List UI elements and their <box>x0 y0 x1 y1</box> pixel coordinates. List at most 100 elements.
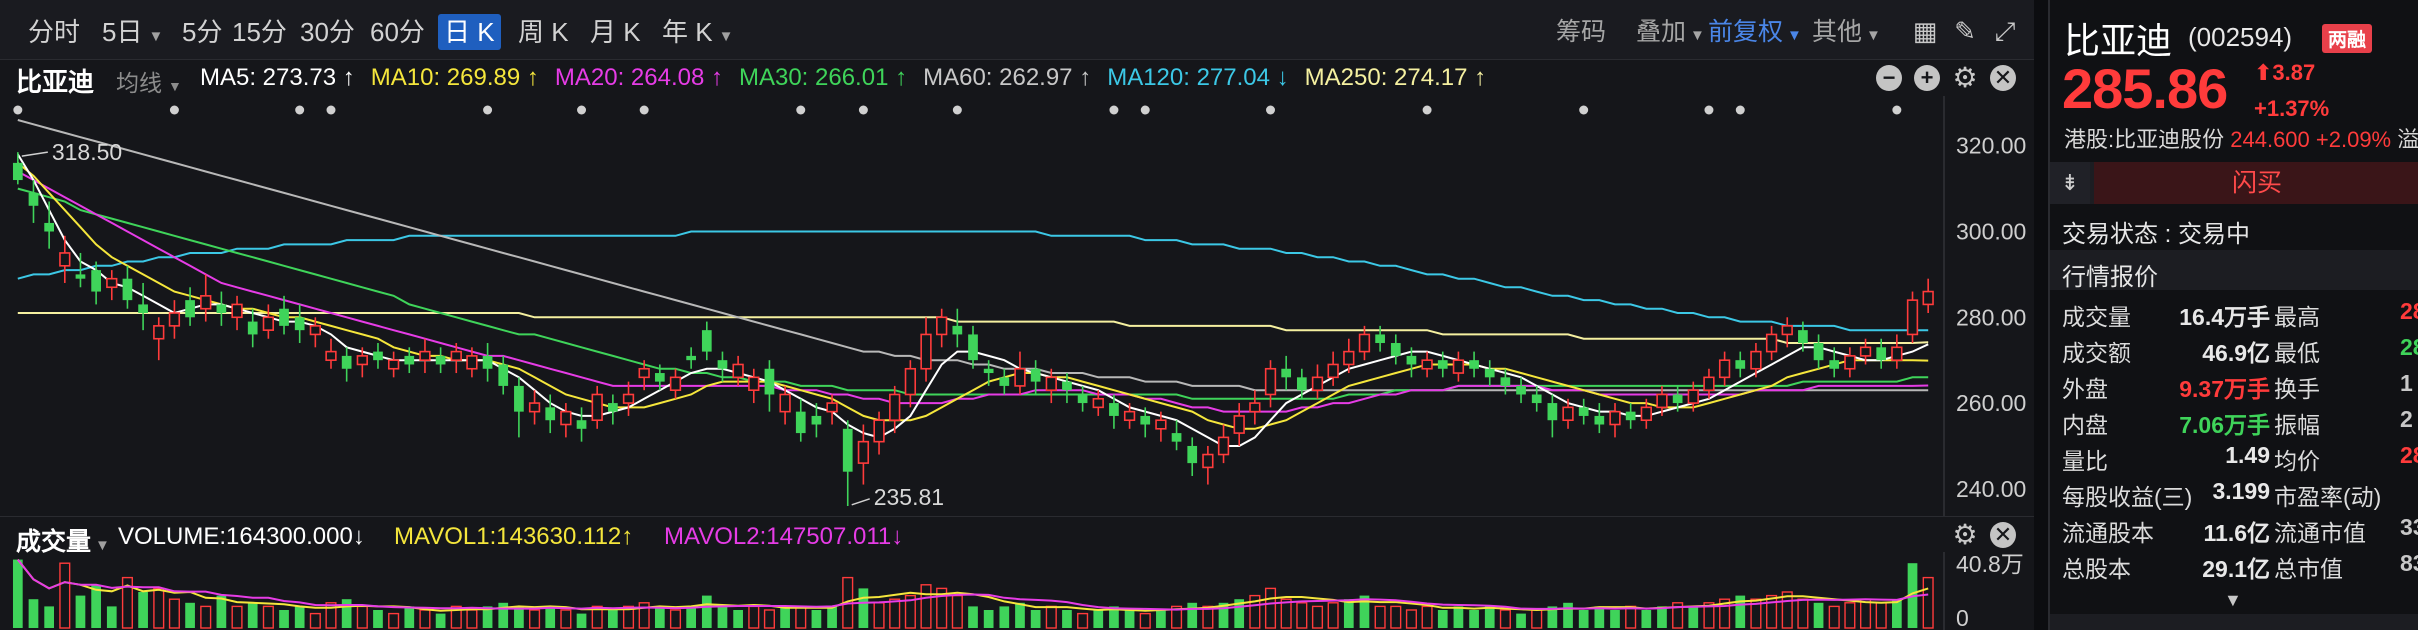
volume-bar[interactable] <box>748 605 760 629</box>
candle[interactable] <box>654 364 665 391</box>
event-marker[interactable] <box>1109 105 1119 115</box>
volume-bar[interactable] <box>1563 602 1573 628</box>
volume-bar[interactable] <box>168 598 180 629</box>
volume-bar[interactable] <box>466 609 478 629</box>
volume-bar[interactable] <box>1499 609 1511 629</box>
event-marker[interactable] <box>577 105 587 115</box>
volume-bar[interactable] <box>1234 599 1245 628</box>
volume-bar[interactable] <box>1610 610 1620 628</box>
candle[interactable] <box>1531 385 1542 412</box>
candle[interactable] <box>419 338 431 374</box>
candle[interactable] <box>528 390 541 425</box>
candle[interactable] <box>873 411 885 455</box>
candle[interactable] <box>325 338 337 369</box>
candle[interactable] <box>231 295 243 331</box>
volume-bar[interactable] <box>1374 605 1386 629</box>
volume-bar[interactable] <box>514 606 524 628</box>
candle[interactable] <box>1327 351 1339 386</box>
volume-bar[interactable] <box>1516 613 1526 628</box>
hk-share-link[interactable]: 港股:比亚迪股份 244.600 +2.09% 溢价 <box>2064 122 2418 154</box>
event-marker[interactable] <box>1266 105 1276 115</box>
volume-bar[interactable] <box>138 592 148 628</box>
candle[interactable] <box>91 261 101 305</box>
volume-bar[interactable] <box>1844 602 1856 629</box>
candle[interactable] <box>1798 321 1808 352</box>
candle[interactable] <box>1906 291 1919 344</box>
volume-bar[interactable] <box>185 602 195 628</box>
candle[interactable] <box>75 252 86 288</box>
volume-bar[interactable] <box>1453 606 1464 628</box>
volume-bar[interactable] <box>1703 602 1715 629</box>
event-marker[interactable] <box>13 105 23 115</box>
candle[interactable] <box>1718 351 1731 386</box>
volume-bar[interactable] <box>858 588 869 628</box>
volume-bar[interactable] <box>951 594 963 629</box>
chevron-down-icon[interactable]: ▼ <box>2224 590 2242 610</box>
candle[interactable] <box>983 360 994 386</box>
candle[interactable] <box>1155 411 1167 442</box>
plus-icon[interactable]: + <box>1914 65 1940 91</box>
volume-bar[interactable] <box>576 613 587 628</box>
volume-bar[interactable] <box>1859 598 1872 629</box>
volume-bar[interactable] <box>1484 606 1495 628</box>
candle[interactable] <box>482 343 493 382</box>
volume-bar[interactable] <box>1781 591 1793 629</box>
candle[interactable] <box>1202 445 1214 485</box>
candle[interactable] <box>247 308 258 348</box>
candle[interactable] <box>669 368 682 399</box>
volume-bar[interactable] <box>983 610 994 628</box>
other-dropdown[interactable]: 其他 ▼ <box>1812 14 1881 50</box>
volume-bar[interactable] <box>1249 594 1261 629</box>
volume-bar[interactable] <box>701 595 712 628</box>
close-icon[interactable]: ✕ <box>1990 65 2016 91</box>
candle[interactable] <box>999 368 1010 395</box>
event-marker[interactable] <box>1704 105 1714 115</box>
volume-bar[interactable] <box>75 595 86 628</box>
candle[interactable] <box>1829 347 1840 378</box>
volume-bar[interactable] <box>12 559 23 628</box>
volume-bar[interactable] <box>1547 606 1558 628</box>
candle[interactable] <box>545 394 556 434</box>
adjust-mode-dropdown[interactable]: 前复权 ▼ <box>1708 14 1802 50</box>
candle[interactable] <box>811 403 822 438</box>
volume-bar[interactable] <box>1311 605 1324 629</box>
candle[interactable] <box>764 360 775 412</box>
volume-bar[interactable] <box>153 587 165 629</box>
candle[interactable] <box>138 282 148 331</box>
candle[interactable] <box>826 394 838 425</box>
fullscreen-icon[interactable]: ⤢ <box>1994 16 2016 46</box>
volume-indicator-dropdown[interactable]: 成交量 ▼ <box>16 522 110 558</box>
candle[interactable] <box>1625 403 1636 429</box>
volume-bar[interactable] <box>1218 602 1229 628</box>
volume-bar[interactable] <box>717 606 728 628</box>
candle[interactable] <box>1687 381 1699 412</box>
candle[interactable] <box>607 394 618 425</box>
event-marker[interactable] <box>1735 105 1745 115</box>
candle[interactable] <box>1735 351 1746 378</box>
candle[interactable] <box>622 381 635 416</box>
candle[interactable] <box>450 343 462 374</box>
volume-bar[interactable] <box>904 594 916 629</box>
event-marker[interactable] <box>169 105 179 115</box>
candle[interactable] <box>1375 325 1385 352</box>
candle[interactable] <box>1437 351 1448 378</box>
candle[interactable] <box>1452 351 1465 382</box>
volume-bar[interactable] <box>44 606 55 628</box>
volume-bar[interactable] <box>1390 605 1402 629</box>
volume-bar[interactable] <box>294 606 305 628</box>
candle[interactable] <box>748 368 760 404</box>
volume-bar[interactable] <box>1139 612 1151 629</box>
volume-bar[interactable] <box>999 606 1010 628</box>
candle[interactable] <box>1922 278 1934 313</box>
candle[interactable] <box>1140 407 1151 438</box>
volume-bar[interactable] <box>1343 599 1354 628</box>
volume-bar[interactable] <box>1719 598 1731 629</box>
candle[interactable] <box>262 304 275 339</box>
candle[interactable] <box>373 343 383 369</box>
volume-bar[interactable] <box>1641 610 1652 628</box>
candle[interactable] <box>59 235 71 283</box>
volume-bar[interactable] <box>106 606 117 628</box>
draw-pen-icon[interactable]: ✎ <box>1954 16 1976 46</box>
volume-bar[interactable] <box>1327 602 1339 629</box>
event-marker[interactable] <box>1422 105 1432 115</box>
